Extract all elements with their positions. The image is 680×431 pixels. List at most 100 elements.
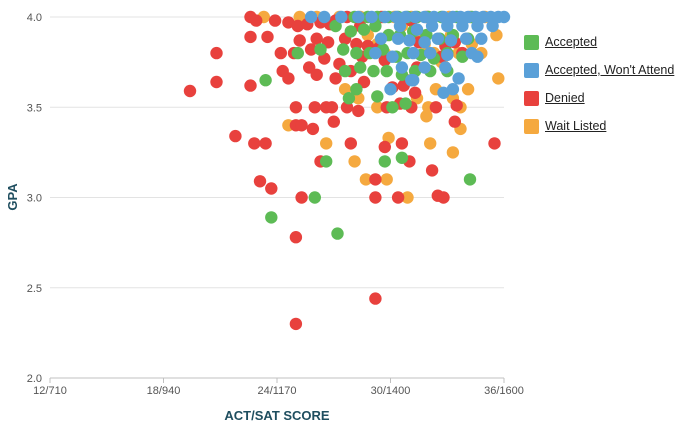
point-accepted <box>265 211 278 224</box>
point-denied <box>289 317 303 331</box>
legend: Accepted Accepted, Won't Attend Denied W… <box>524 28 674 140</box>
point-accepted <box>337 43 350 56</box>
point-denied <box>295 119 308 132</box>
point-wait-listed <box>348 155 361 168</box>
point-accepted <box>344 25 357 38</box>
point-accepted <box>331 227 344 240</box>
point-denied <box>378 140 391 154</box>
point-denied <box>425 164 439 177</box>
legend-item-denied[interactable]: Denied <box>524 84 674 112</box>
y-axis-title: GPA <box>5 183 20 211</box>
point-wait-listed <box>492 72 505 85</box>
legend-item-accepted[interactable]: Accepted <box>524 28 674 56</box>
point-wait-listed <box>424 137 437 150</box>
point-accepted-won-t-attend <box>452 72 465 85</box>
point-accepted-won-t-attend <box>456 19 469 33</box>
x-tick-label: 12/710 <box>33 385 67 397</box>
point-accepted-won-t-attend <box>475 32 488 45</box>
point-accepted-won-t-attend <box>497 10 511 24</box>
point-accepted <box>354 61 367 74</box>
y-tick-label: 2.0 <box>27 373 42 385</box>
point-accepted-won-t-attend <box>418 61 431 74</box>
legend-swatch-accepted-wont-attend <box>524 62 539 78</box>
point-wait-listed <box>371 101 384 114</box>
point-denied <box>437 191 450 204</box>
point-denied <box>265 182 278 195</box>
point-accepted <box>291 46 304 60</box>
legend-item-accepted-wont-attend[interactable]: Accepted, Won't Attend <box>524 56 674 84</box>
point-accepted-won-t-attend <box>407 74 420 87</box>
tick-labels: 2.0 2.5 3.0 3.5 4.0 12/710 18/940 24/1170 30/140… <box>27 12 524 397</box>
point-denied <box>429 101 443 114</box>
legend-item-wait-listed[interactable]: Wait Listed <box>524 112 674 140</box>
point-accepted <box>259 74 272 87</box>
y-tick-label: 3.0 <box>27 193 42 205</box>
point-denied <box>306 122 320 136</box>
point-accepted-won-t-attend <box>486 19 499 33</box>
point-denied <box>244 30 257 44</box>
point-denied <box>250 14 263 27</box>
point-denied <box>310 32 323 45</box>
point-accepted <box>371 90 384 103</box>
point-accepted-won-t-attend <box>365 10 378 24</box>
point-denied <box>282 16 295 29</box>
point-accepted <box>350 46 363 60</box>
point-accepted <box>380 64 393 78</box>
point-denied <box>261 30 274 44</box>
point-denied <box>344 137 357 150</box>
point-denied <box>244 79 257 92</box>
point-accepted-won-t-attend <box>393 19 407 33</box>
point-accepted-won-t-attend <box>384 83 397 96</box>
point-accepted-won-t-attend <box>407 46 420 60</box>
point-denied <box>253 175 267 188</box>
point-accepted-won-t-attend <box>418 36 431 49</box>
point-denied <box>295 191 308 204</box>
point-accepted-won-t-attend <box>437 86 450 100</box>
point-accepted <box>463 173 477 186</box>
point-accepted-won-t-attend <box>403 34 416 47</box>
point-wait-listed <box>461 83 475 96</box>
point-accepted-won-t-attend <box>391 32 405 45</box>
point-denied <box>329 72 342 85</box>
point-denied <box>327 115 340 128</box>
y-tick-label: 4.0 <box>27 12 42 24</box>
point-denied <box>289 101 303 114</box>
point-accepted <box>329 19 342 33</box>
point-denied <box>308 101 321 114</box>
point-accepted-won-t-attend <box>335 10 348 24</box>
point-accepted-won-t-attend <box>410 23 424 36</box>
point-accepted-won-t-attend <box>444 34 458 47</box>
point-denied <box>268 14 282 27</box>
point-denied <box>210 46 223 60</box>
point-denied <box>183 84 197 98</box>
point-accepted-won-t-attend <box>446 83 460 96</box>
point-accepted-won-t-attend <box>441 48 454 62</box>
legend-swatch-denied <box>524 90 539 106</box>
axes <box>49 377 505 383</box>
x-tick-label: 36/1600 <box>484 385 524 397</box>
point-denied <box>369 292 382 305</box>
x-axis-title: ACT/SAT SCORE <box>224 408 330 423</box>
point-denied <box>450 99 463 112</box>
point-wait-listed <box>401 191 414 204</box>
point-accepted <box>456 50 469 63</box>
point-accepted-won-t-attend <box>374 32 388 45</box>
point-denied <box>408 86 422 100</box>
point-accepted-won-t-attend <box>352 10 365 24</box>
point-denied <box>289 231 303 244</box>
point-accepted <box>338 64 352 78</box>
point-accepted <box>350 83 363 96</box>
point-accepted-won-t-attend <box>418 10 431 24</box>
point-denied <box>352 104 365 118</box>
x-tick-label: 30/1400 <box>371 385 411 397</box>
point-accepted-won-t-attend <box>399 10 412 24</box>
point-wait-listed <box>380 173 393 186</box>
point-denied <box>369 191 382 204</box>
point-accepted-won-t-attend <box>386 50 399 63</box>
y-tick-label: 2.5 <box>27 283 42 295</box>
point-denied <box>274 46 287 60</box>
point-accepted-won-t-attend <box>304 10 318 24</box>
point-denied <box>310 68 323 82</box>
point-accepted-won-t-attend <box>395 61 409 74</box>
legend-label: Accepted <box>545 35 598 49</box>
